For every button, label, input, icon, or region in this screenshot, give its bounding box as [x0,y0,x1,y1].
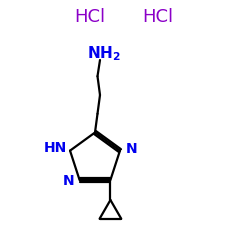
Text: $\mathbf{NH_2}$: $\mathbf{NH_2}$ [87,44,121,63]
Text: N: N [126,142,137,156]
Text: HN: HN [44,141,67,155]
Text: N: N [62,174,74,188]
Text: HCl: HCl [74,8,106,26]
Text: HCl: HCl [142,8,173,26]
